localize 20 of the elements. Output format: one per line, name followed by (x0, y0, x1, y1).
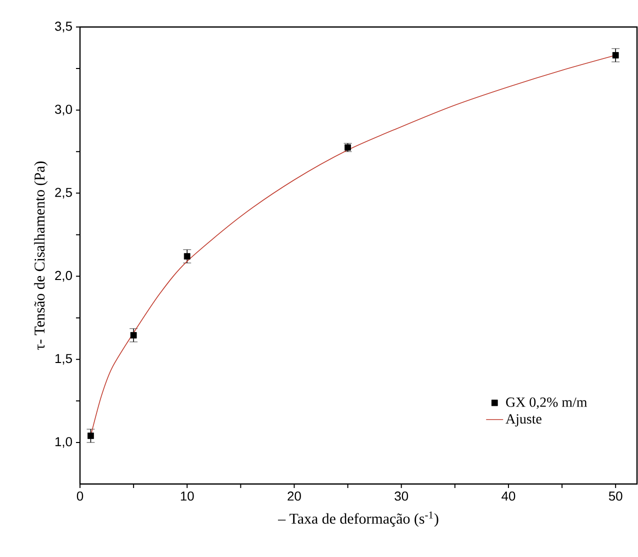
y-tick-label: 2,0 (55, 270, 72, 282)
point (612, 52, 619, 58)
x-tick-label: 20 (288, 492, 301, 501)
x-tick-label: 10 (180, 492, 194, 501)
x-tick-label: 0 (76, 492, 84, 501)
x-tick-label: 30 (394, 492, 408, 501)
x-tick-label: 50 (608, 492, 622, 501)
y-tick-label: 1,5 (55, 354, 72, 365)
legend-label: Ajuste (506, 414, 542, 426)
y-tick-label: 2,5 (55, 188, 72, 199)
point (130, 332, 137, 338)
y-tick-label: 1,0 (55, 437, 72, 448)
x-axis-title: – Taxa de deformação (s$^{-1}$) (278, 512, 438, 527)
y-axis-title: τ- Tensão de Cisalhamento (Pa) (34, 162, 48, 350)
point (184, 253, 190, 260)
point (88, 432, 94, 439)
x-tick-label: 40 (502, 492, 516, 501)
y-tick-label: 3,5 (54, 22, 72, 32)
y-tick-label: 3,0 (54, 104, 72, 116)
legend-label: GX 0,2% m/m (506, 397, 588, 409)
